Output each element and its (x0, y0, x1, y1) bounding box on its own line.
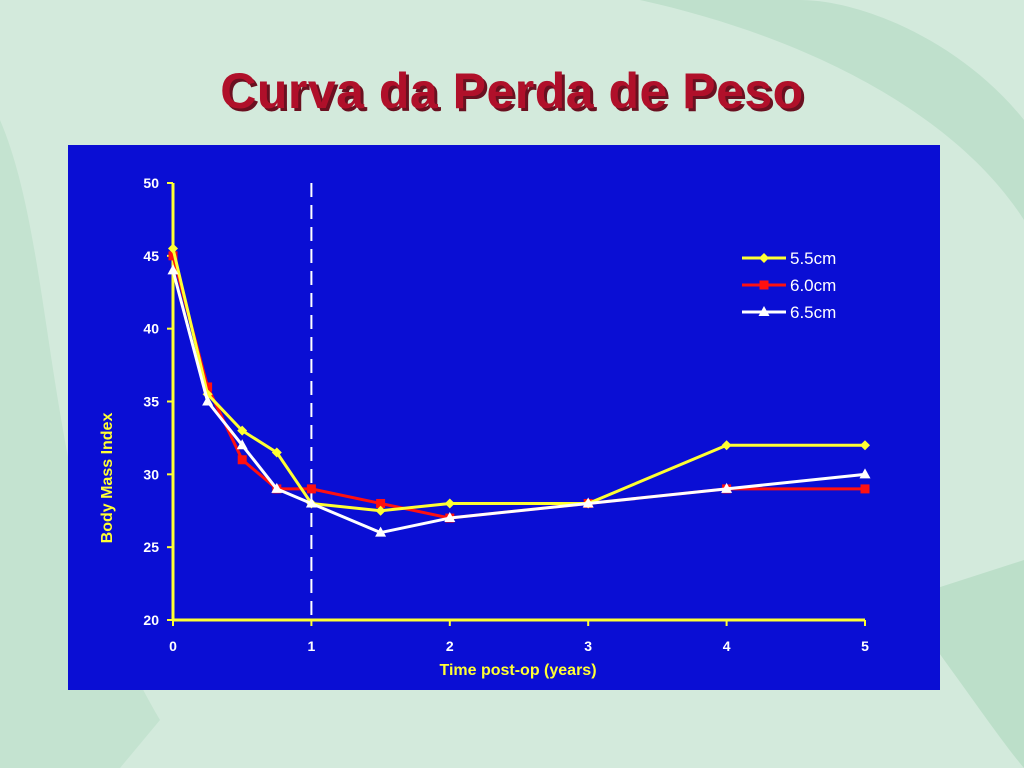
slide-title: Curva da Perda de Peso (220, 63, 804, 119)
legend-marker (759, 253, 769, 263)
data-point (859, 468, 871, 479)
data-point (860, 484, 870, 494)
data-point (271, 447, 282, 458)
y-tick-label: 40 (143, 321, 159, 337)
data-point (860, 440, 870, 451)
data-point (582, 497, 594, 508)
legend-label: 6.5cm (790, 303, 836, 322)
x-tick-label: 4 (723, 638, 731, 654)
data-point (306, 484, 316, 494)
y-tick-label: 35 (143, 394, 159, 410)
x-tick-label: 2 (446, 638, 454, 654)
data-point (167, 264, 179, 275)
data-point (237, 425, 248, 436)
data-point (237, 455, 247, 465)
x-tick-label: 5 (861, 638, 869, 654)
legend-label: 5.5cm (790, 249, 836, 268)
data-point (444, 512, 456, 523)
y-tick-label: 25 (143, 539, 159, 555)
data-point (375, 526, 387, 537)
legend-marker (759, 280, 769, 290)
series-line (171, 255, 865, 520)
series-layer (167, 243, 871, 537)
data-point (202, 395, 214, 406)
data-point (203, 382, 213, 392)
y-axis-title: Body Mass Index (99, 413, 116, 544)
data-point (375, 505, 386, 516)
legend-label: 6.0cm (790, 276, 836, 295)
y-tick-label: 30 (143, 466, 159, 482)
x-tick-label: 0 (169, 638, 177, 654)
data-point (444, 498, 455, 509)
chart-panel: 20 25 30 35 40 45 50 0 1 2 3 4 5 Time post-op (years… (68, 145, 940, 690)
data-point (168, 243, 178, 254)
data-point (271, 482, 283, 493)
data-point (721, 482, 733, 493)
data-point (236, 439, 248, 450)
series-line (171, 270, 866, 535)
series-6.0cm (168, 251, 870, 523)
y-tick-label: 45 (143, 248, 159, 264)
data-point (721, 440, 732, 451)
x-axis-title: Time post-op (years) (439, 662, 596, 679)
data-point (168, 251, 178, 261)
x-tick-label: 1 (308, 638, 316, 654)
legend-item: 6.5cm (742, 303, 836, 322)
y-tick-label: 50 (143, 175, 159, 191)
data-point (376, 498, 386, 508)
legend-item: 6.0cm (742, 276, 836, 295)
axes (167, 182, 866, 626)
series-6.5cm (167, 264, 871, 537)
y-tick-label: 20 (143, 612, 159, 628)
series-line (171, 248, 865, 513)
x-tick-label: 3 (584, 638, 592, 654)
data-point (305, 497, 317, 508)
legend-marker (758, 306, 770, 316)
legend: 5.5cm 6.0cm 6.5cm (742, 249, 836, 322)
legend-item: 5.5cm (742, 249, 836, 268)
